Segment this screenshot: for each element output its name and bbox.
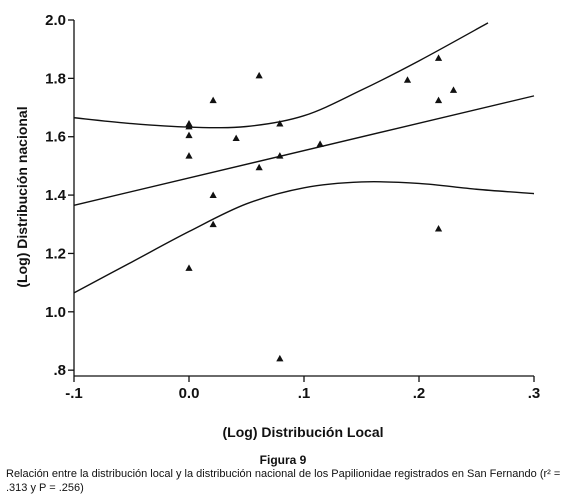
data-point — [316, 140, 324, 147]
y-tick-label: 1.4 — [45, 187, 67, 204]
figure-title: Figura 9 — [259, 453, 307, 467]
data-point — [185, 122, 193, 130]
y-tick-label: 1.2 — [45, 245, 66, 262]
x-tick-label: .1 — [298, 385, 311, 402]
data-point — [185, 152, 193, 159]
x-tick-label: -.1 — [65, 385, 83, 402]
x-tick-label: .3 — [528, 385, 541, 402]
y-tick-label: 1.0 — [45, 304, 66, 321]
data-point — [434, 96, 443, 104]
data-point — [209, 96, 217, 104]
scatter-chart: .8 1.0 1.2 1.4 1.6 1.8 2.0 -.1 0.0 .1 .2 .3 (Log) … — [14, 12, 540, 440]
data-point — [276, 354, 284, 362]
data-point — [276, 119, 284, 127]
x-tick-label: .2 — [413, 385, 426, 402]
data-point — [185, 264, 193, 271]
data-points — [185, 54, 458, 362]
upper-confidence-curve — [73, 22, 489, 129]
figure-caption: Relación entre la distribución local y l… — [6, 468, 561, 494]
regression-line — [73, 95, 535, 206]
y-axis-title: (Log) Distribución nacional — [14, 106, 30, 287]
regression-curves — [73, 22, 535, 294]
data-point — [185, 131, 193, 139]
data-point — [434, 54, 443, 61]
lower-confidence-curve — [73, 181, 535, 294]
data-point — [232, 134, 240, 142]
y-tick-label: 1.8 — [45, 70, 66, 87]
y-tick-label: .8 — [53, 362, 66, 379]
data-point — [403, 76, 412, 83]
data-point — [255, 163, 263, 171]
data-point — [209, 191, 217, 198]
data-point — [276, 152, 284, 159]
x-axis-ticks: -.1 0.0 .1 .2 .3 — [65, 376, 540, 402]
data-point — [434, 225, 443, 232]
x-axis-title: (Log) Distribución Local — [223, 424, 384, 440]
data-point — [209, 220, 217, 228]
x-tick-label: 0.0 — [179, 385, 200, 402]
y-tick-label: 2.0 — [45, 12, 66, 29]
data-point — [255, 71, 263, 79]
y-tick-label: 1.6 — [45, 129, 66, 146]
y-axis-ticks: .8 1.0 1.2 1.4 1.6 1.8 2.0 — [45, 12, 74, 379]
axes — [73, 20, 534, 377]
data-point — [449, 86, 458, 93]
